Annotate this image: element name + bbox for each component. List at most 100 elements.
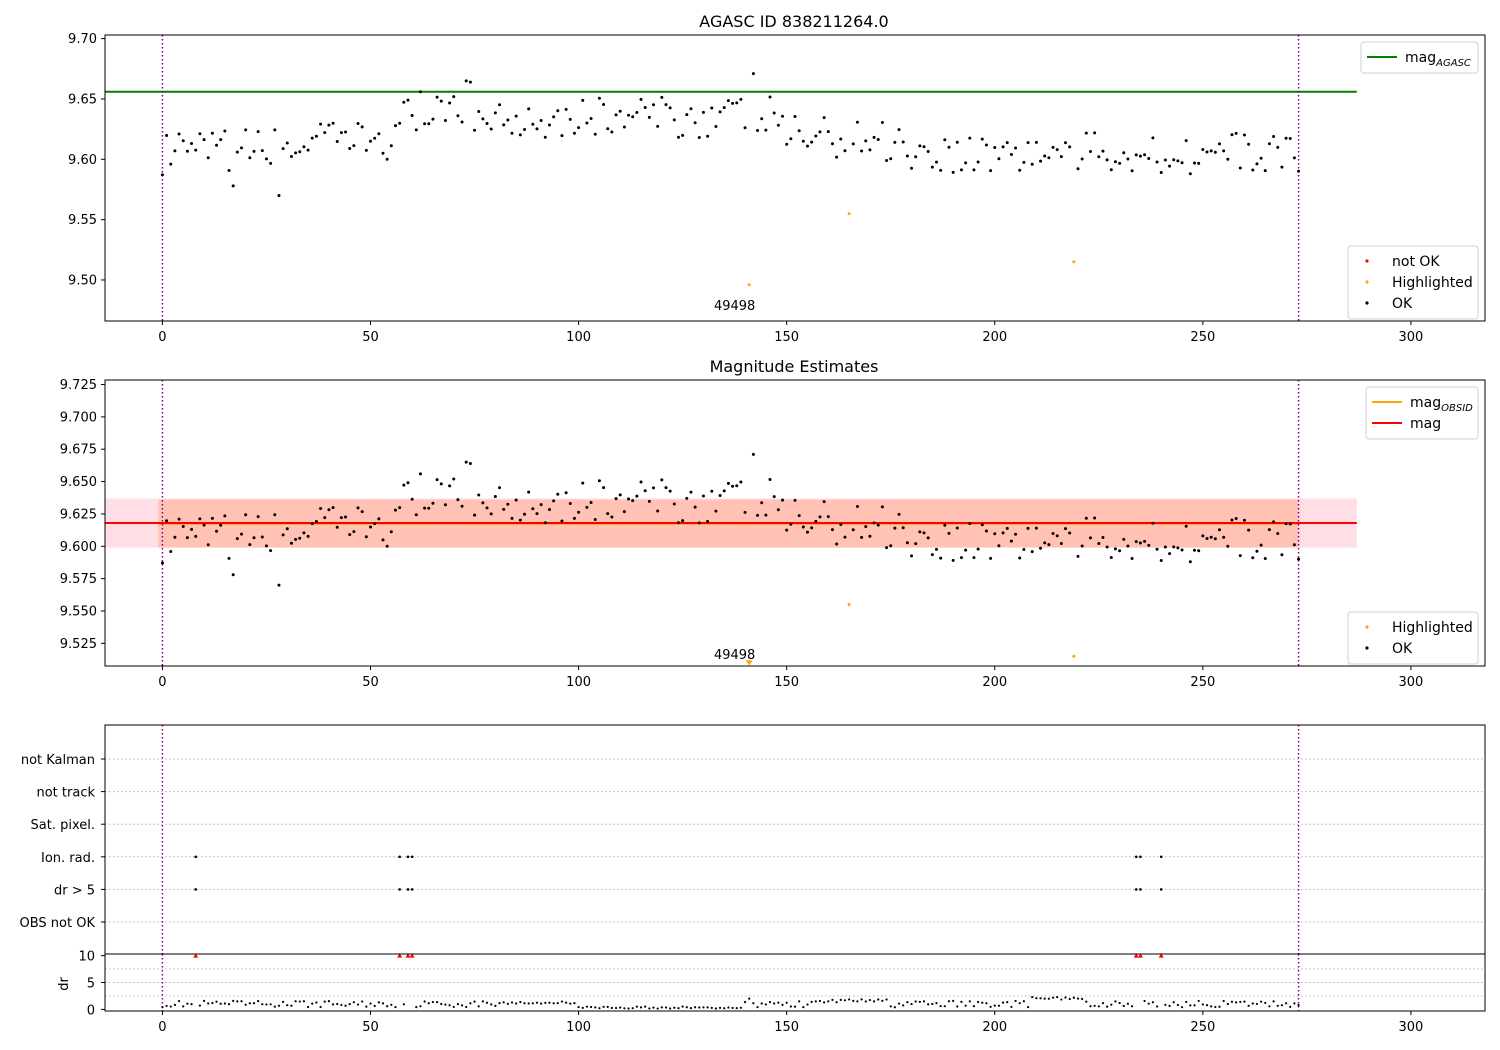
dr-point <box>860 998 863 1001</box>
x-tick-label: 0 <box>158 330 166 345</box>
ok-point <box>652 486 656 490</box>
ok-point <box>177 132 181 136</box>
ok-point <box>577 510 581 514</box>
ok-point <box>901 526 905 530</box>
dr-point <box>1189 1004 1192 1007</box>
obsid-annotation: 49498 <box>714 299 755 314</box>
ok-point <box>1097 542 1101 546</box>
dr-point <box>1168 1004 1171 1007</box>
dr-point <box>1197 999 1200 1003</box>
flag-category-label: dr > 5 <box>54 883 95 898</box>
dr-point <box>1260 1000 1263 1003</box>
y-tick-label: 9.550 <box>60 605 97 620</box>
ok-point <box>414 128 418 132</box>
ok-point <box>369 525 373 529</box>
ok-point <box>302 145 306 149</box>
ok-point <box>460 120 464 124</box>
ok-point <box>323 516 327 520</box>
ok-point <box>593 517 597 521</box>
ok-point <box>934 547 938 551</box>
ok-point <box>597 479 601 483</box>
dr-point <box>897 1002 901 1005</box>
ok-point <box>568 117 572 121</box>
ok-point <box>206 156 210 160</box>
dr-point <box>1210 1005 1213 1008</box>
ok-point <box>227 169 231 173</box>
ok-point <box>364 148 368 152</box>
dr-point <box>1247 1004 1250 1007</box>
dr-point <box>1118 1001 1121 1005</box>
dr-point <box>872 1000 876 1003</box>
dr-point <box>731 1006 734 1010</box>
y-tick-label: 9.675 <box>60 443 97 458</box>
ok-point <box>743 126 747 130</box>
ok-point <box>277 583 281 587</box>
ok-point <box>1147 156 1151 160</box>
ok-point <box>926 149 930 153</box>
ok-point <box>1276 531 1280 535</box>
ok-point <box>1263 169 1267 173</box>
dr-point <box>1264 1001 1267 1005</box>
ok-point <box>614 497 618 501</box>
ok-point <box>1259 156 1263 160</box>
ok-point <box>165 519 169 523</box>
ok-point <box>1043 541 1047 545</box>
y-tick-label: 9.625 <box>60 507 97 522</box>
ok-point <box>1005 141 1009 145</box>
ok-point <box>348 146 352 150</box>
ok-point <box>1193 548 1197 552</box>
ok-point <box>934 160 938 164</box>
ok-point <box>1226 544 1230 548</box>
dr-point <box>685 1006 688 1009</box>
dr-point <box>743 1001 747 1004</box>
ok-point <box>735 101 739 105</box>
ok-point <box>768 95 772 99</box>
ok-point <box>1180 548 1184 552</box>
ok-point <box>306 148 310 152</box>
ok-point <box>739 480 743 484</box>
dr-point <box>1284 1002 1288 1005</box>
ok-point <box>302 531 306 535</box>
ok-point <box>489 127 493 131</box>
dr-point <box>1143 999 1146 1003</box>
ok-point <box>1130 557 1134 561</box>
dr-point <box>648 1007 651 1010</box>
ok-point <box>955 526 959 530</box>
y-tick-label: 10 <box>78 950 95 965</box>
ok-point <box>743 510 747 514</box>
ok-point <box>926 536 930 540</box>
ok-point <box>1159 170 1163 174</box>
dr-point <box>356 1003 360 1006</box>
dr-point <box>877 998 880 1001</box>
ok-point <box>1163 545 1167 549</box>
dr-point <box>843 999 847 1002</box>
ok-point <box>668 106 672 110</box>
dr-point <box>261 1003 264 1006</box>
dr-point <box>760 1002 763 1005</box>
ok-point <box>481 501 485 505</box>
dr-point <box>910 1002 913 1006</box>
ok-point <box>1109 168 1113 172</box>
flag-point <box>1134 855 1138 859</box>
ok-point <box>1272 520 1276 524</box>
ok-point <box>722 106 726 110</box>
ok-point <box>485 121 489 125</box>
dr-point <box>1056 995 1059 999</box>
ok-point <box>614 113 618 117</box>
dr-point <box>369 1002 372 1005</box>
ok-point <box>518 133 522 137</box>
ok-point <box>1080 544 1084 548</box>
dr-point <box>614 1006 618 1010</box>
ok-point <box>722 489 726 493</box>
highlighted-point <box>747 283 751 287</box>
ok-point <box>776 123 780 127</box>
dr-point <box>1151 1001 1155 1004</box>
ok-point <box>606 127 610 131</box>
dr-point <box>989 1005 992 1008</box>
legend-label: Highlighted <box>1392 620 1473 636</box>
dr-point <box>939 1004 942 1008</box>
ok-point <box>373 522 377 526</box>
ok-point <box>1022 548 1026 552</box>
dr-point <box>386 1005 389 1008</box>
